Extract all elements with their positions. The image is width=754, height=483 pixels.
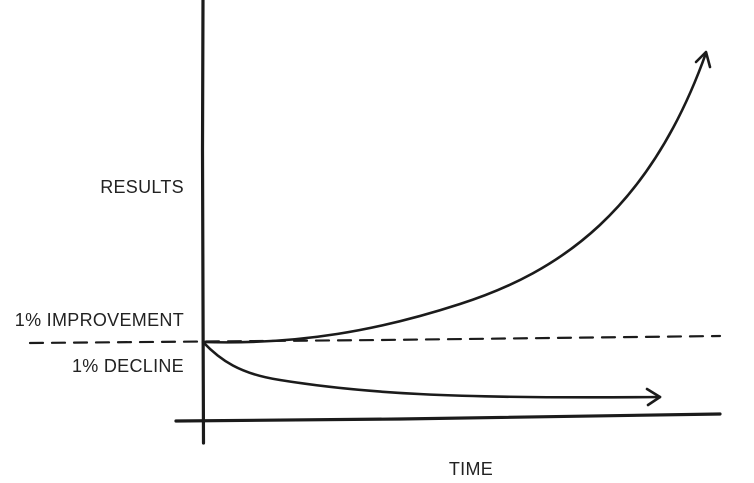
results-label: RESULTS [100,177,184,197]
improvement-label: 1% IMPROVEMENT [15,310,184,330]
baseline-dashed-line [28,334,722,345]
decline-arrow-head-icon [645,387,662,407]
decline-curve [201,340,662,399]
x-axis [174,412,722,423]
y-axis [200,0,206,445]
improvement-arrow-head-icon [694,50,712,69]
decline-label: 1% DECLINE [72,356,184,376]
improvement-curve [201,51,708,344]
time-label: TIME [449,459,493,479]
